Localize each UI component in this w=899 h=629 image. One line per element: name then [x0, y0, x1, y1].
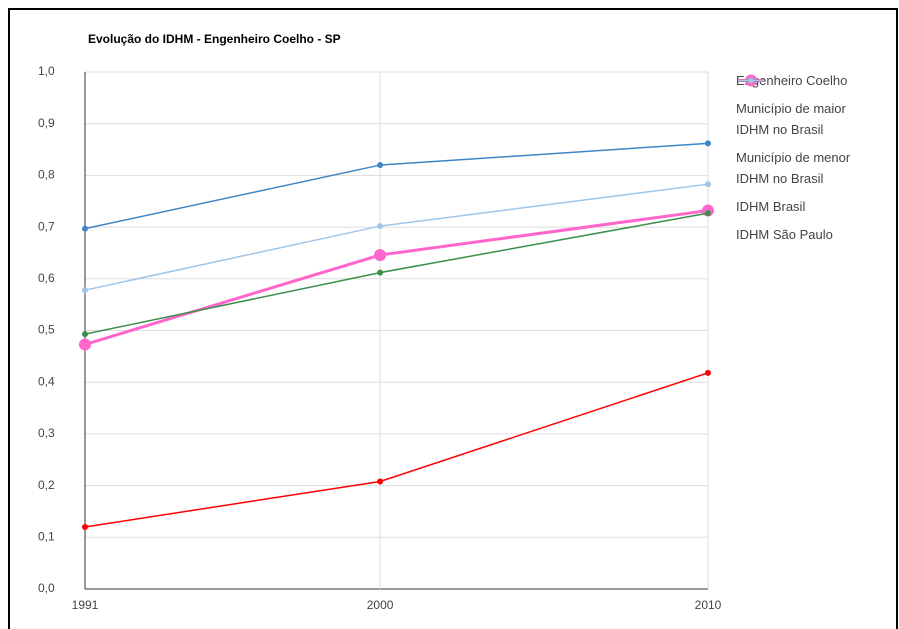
point: [79, 338, 91, 351]
point: [82, 287, 88, 294]
legend-entry: Município de maior IDHM no Brasil: [736, 77, 896, 140]
point: [705, 140, 711, 147]
x-tick-label: 1991: [72, 598, 99, 612]
point: [705, 369, 711, 376]
legend-label: Município de maior IDHM no Brasil: [736, 101, 846, 137]
legend-entry: IDHM Brasil: [736, 77, 896, 217]
chart-title: Evolução do IDHM - Engenheiro Coelho - S…: [88, 32, 341, 46]
x-tick-label: 2000: [367, 598, 394, 612]
series-line: [84, 142, 709, 230]
y-tick-label: 0,2: [38, 478, 55, 492]
x-tick-label: 2010: [695, 598, 722, 612]
legend-key: [738, 77, 764, 84]
point: [82, 523, 88, 530]
legend-label: Município de menor IDHM no Brasil: [736, 150, 851, 186]
y-tick-label: 0,0: [38, 581, 55, 595]
y-tick-label: 0,4: [38, 374, 55, 388]
y-tick-label: 0,6: [38, 271, 55, 285]
point: [377, 223, 384, 230]
point: [377, 162, 384, 169]
frame: [8, 8, 898, 629]
legend-label: Engenheiro Coelho: [736, 73, 848, 88]
y-tick-label: 0,9: [38, 116, 55, 130]
y-tick-label: 0,1: [38, 529, 55, 543]
legend-entry: IDHM São Paulo: [736, 77, 896, 245]
y-tick-label: 0,3: [38, 426, 55, 440]
legend: Engenheiro Coelho Município de maior IDHM…: [736, 70, 896, 252]
legend-entry: Município de menor IDHM no Brasil: [736, 77, 896, 189]
legend-marker: [748, 77, 754, 84]
y-tick-label: 1,0: [38, 64, 55, 78]
y-tick-label: 0,7: [38, 219, 55, 233]
legend-label: IDHM São Paulo: [736, 227, 833, 242]
y-tick-label: 0,8: [38, 168, 55, 182]
point: [82, 225, 88, 232]
point: [377, 269, 384, 276]
legend-label: IDHM Brasil: [736, 199, 806, 214]
point: [705, 181, 711, 188]
point: [377, 478, 384, 485]
point: [82, 331, 88, 338]
y-tick-label: 0,5: [38, 323, 55, 337]
point: [705, 210, 711, 217]
point: [374, 249, 387, 262]
series-line: [84, 183, 709, 291]
series-line: [84, 372, 709, 528]
